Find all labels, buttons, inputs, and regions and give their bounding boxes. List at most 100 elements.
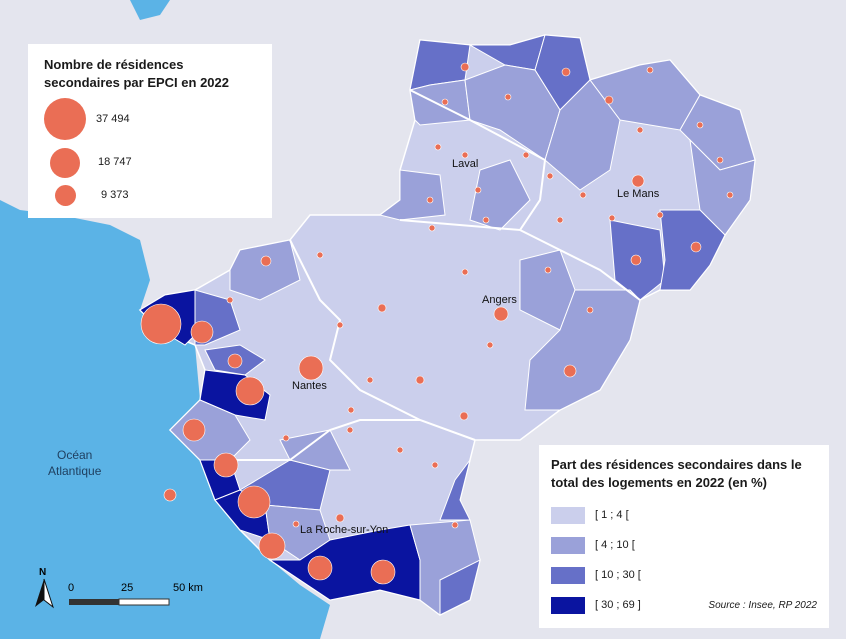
circle-legend-body: 37 494 18 747 9 373 (44, 98, 258, 208)
legend-circle-large (44, 98, 86, 140)
circle-size-legend: Nombre de résidences secondaires par EPC… (28, 44, 272, 218)
legend-circle-small (55, 185, 76, 206)
epci-circle (370, 559, 396, 585)
epci-circle (415, 375, 425, 385)
epci-circle (544, 266, 552, 274)
epci-circle (604, 95, 614, 105)
epci-circle (441, 98, 449, 106)
epci-area (439, 459, 471, 521)
epci-circle (630, 254, 642, 266)
epci-area (469, 159, 531, 231)
epci-circle (460, 62, 470, 72)
legend-row-10-30: [ 10 ; 30 [ (551, 560, 817, 590)
sea (0, 200, 330, 639)
epci-circle (307, 555, 333, 581)
share-legend: Part des résidences secondaires dans le … (539, 445, 829, 628)
epci-circle (366, 376, 374, 384)
epci-circle (227, 353, 243, 369)
class-label-30-69: [ 30 ; 69 ] (595, 599, 641, 611)
class-label-10-30: [ 10 ; 30 [ (595, 569, 641, 581)
scale-bar: N 0 25 50 km (33, 567, 213, 612)
scale-tick-50: 50 km (173, 582, 203, 594)
epci-circle (563, 364, 577, 378)
epci-circle (336, 321, 344, 329)
epci-circle (474, 186, 482, 194)
legend-row-4-10: [ 4 ; 10 [ (551, 530, 817, 560)
epci-circle (504, 93, 512, 101)
ocean-label-line2: Atlantique (48, 464, 102, 478)
city-label: Laval (452, 158, 479, 170)
epci-circle (586, 306, 594, 314)
legend-row-1-4: [ 1 ; 4 [ (551, 500, 817, 530)
circle-legend-title: Nombre de résidences secondaires par EPC… (44, 57, 229, 90)
ocean-label: Océan Atlantique (48, 447, 101, 479)
epci-circle (226, 296, 234, 304)
epci-circle (428, 224, 436, 232)
epci-circle (316, 251, 324, 259)
city-label: La Roche-sur-Yon (300, 524, 389, 536)
epci-circle (451, 521, 459, 529)
epci-circle (335, 513, 345, 523)
department-border (399, 89, 547, 232)
epci-circle (190, 320, 214, 344)
swatch-1-4 (551, 506, 585, 524)
epci-circle (461, 268, 469, 276)
epci-circle (396, 446, 404, 454)
city-label: Nantes (292, 380, 327, 392)
epci-circle (258, 532, 286, 560)
epci-circle (182, 418, 206, 442)
epci-circle (493, 306, 509, 322)
epci-circle (260, 255, 272, 267)
sea-north (130, 0, 170, 20)
epci-circle (347, 406, 355, 414)
epci-circle (282, 434, 290, 442)
epci-circle (377, 303, 387, 313)
epci-circle (646, 66, 654, 74)
scale-tick-25: 25 (121, 582, 134, 594)
epci-circle (140, 303, 182, 345)
epci-circle (579, 191, 587, 199)
epci-circle (631, 174, 645, 188)
epci-area (279, 429, 351, 471)
epci-circle (292, 520, 300, 528)
epci-circle (696, 121, 704, 129)
swatch-30-69 (551, 596, 585, 614)
epci-circle (726, 191, 734, 199)
epci-area (378, 169, 446, 221)
share-legend-title: Part des résidences secondaires dans le … (551, 457, 802, 490)
department-border (230, 419, 420, 461)
legend-circle-medium (50, 148, 80, 178)
epci-circle (459, 411, 469, 421)
city-label: Angers (482, 294, 517, 306)
swatch-10-30 (551, 566, 585, 584)
epci-circle (431, 461, 439, 469)
epci-circle (522, 151, 530, 159)
epci-circle (461, 151, 469, 159)
epci-circle (346, 426, 354, 434)
epci-circle (486, 341, 494, 349)
epci-circle (237, 485, 271, 519)
legend-row-30-69: [ 30 ; 69 ] Source : Insee, RP 2022 (551, 590, 817, 620)
scale-tick-0: 0 (68, 582, 75, 594)
north-arrow-icon (35, 578, 170, 609)
legend-value-small: 9 373 (101, 189, 129, 201)
epci-circle (556, 216, 564, 224)
epci-circle (426, 196, 434, 204)
legend-value-large: 37 494 (96, 113, 130, 125)
epci-area (229, 239, 301, 301)
epci-circle (690, 241, 702, 253)
department-border (519, 229, 641, 301)
city-label: Le Mans (617, 188, 660, 200)
epci-area (524, 289, 641, 411)
epci-circle (434, 143, 442, 151)
north-label: N (39, 567, 47, 578)
epci-circle (235, 376, 265, 406)
class-label-1-4: [ 1 ; 4 [ (595, 509, 629, 521)
epci-area (439, 559, 481, 616)
epci-area (544, 79, 621, 191)
source-note: Source : Insee, RP 2022 (708, 599, 817, 611)
epci-circle (298, 355, 324, 381)
epci-circle (561, 67, 571, 77)
epci-circle (716, 156, 724, 164)
